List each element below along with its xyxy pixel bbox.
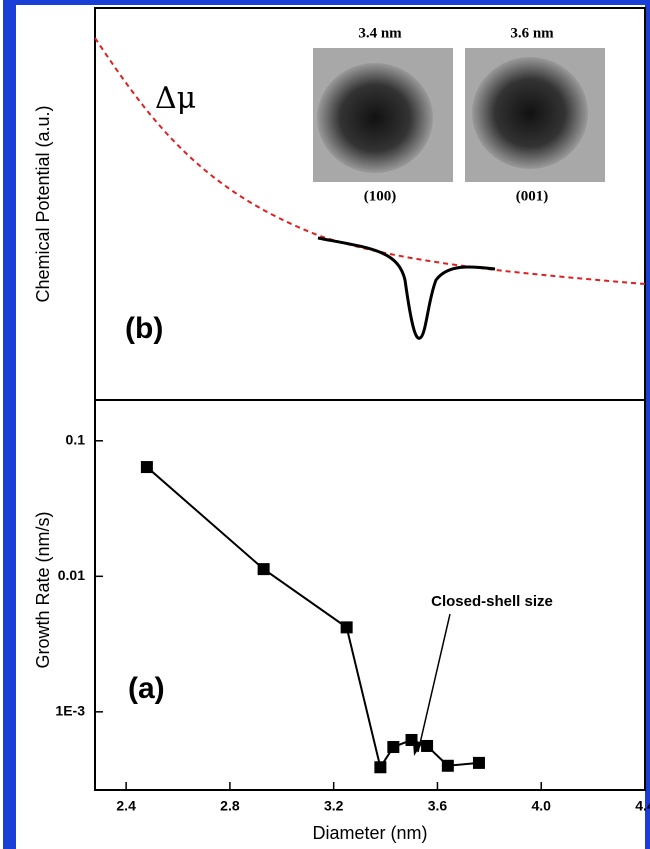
frame-left	[3, 0, 16, 849]
tem-particle	[317, 63, 433, 173]
x-tick-label: 4.0	[531, 798, 551, 814]
frame-top	[3, 0, 650, 5]
data-point	[387, 741, 399, 753]
data-point	[341, 621, 353, 633]
image-size: 3.4 nm	[358, 25, 402, 41]
data-point	[258, 563, 270, 575]
x-tick-label: 3.2	[324, 798, 344, 814]
y-axis-label: Chemical Potential (a.u.)	[33, 105, 53, 302]
x-tick-label: 2.4	[116, 798, 136, 814]
panel-label: (b)	[125, 312, 163, 345]
y-tick-label: 0.01	[58, 567, 85, 583]
annotation: Closed-shell size	[431, 593, 553, 610]
tem-particle	[472, 57, 588, 169]
data-point	[473, 757, 485, 769]
y-axis-label: Growth Rate (nm/s)	[33, 511, 53, 668]
data-point	[374, 761, 386, 773]
image-facet: (001)	[516, 188, 549, 204]
data-point	[406, 734, 418, 746]
y-tick-label: 1E-3	[55, 703, 85, 719]
y-tick-label: 0.1	[66, 431, 86, 447]
image-facet: (100)	[364, 188, 397, 204]
x-tick-label: 2.8	[220, 798, 240, 814]
x-axis-label: Diameter (nm)	[312, 823, 427, 843]
data-point	[141, 461, 153, 473]
data-point	[421, 740, 433, 752]
x-tick-label: 4.4	[635, 798, 650, 814]
curve-label: Δμ	[155, 81, 196, 116]
panel-label: (a)	[128, 672, 165, 705]
data-point	[442, 760, 454, 772]
chart: Δμ (b) Chemical Potential (a.u.) 3.4 nm …	[0, 0, 650, 849]
image-size: 3.6 nm	[510, 25, 554, 41]
x-tick-label: 3.6	[428, 798, 448, 814]
